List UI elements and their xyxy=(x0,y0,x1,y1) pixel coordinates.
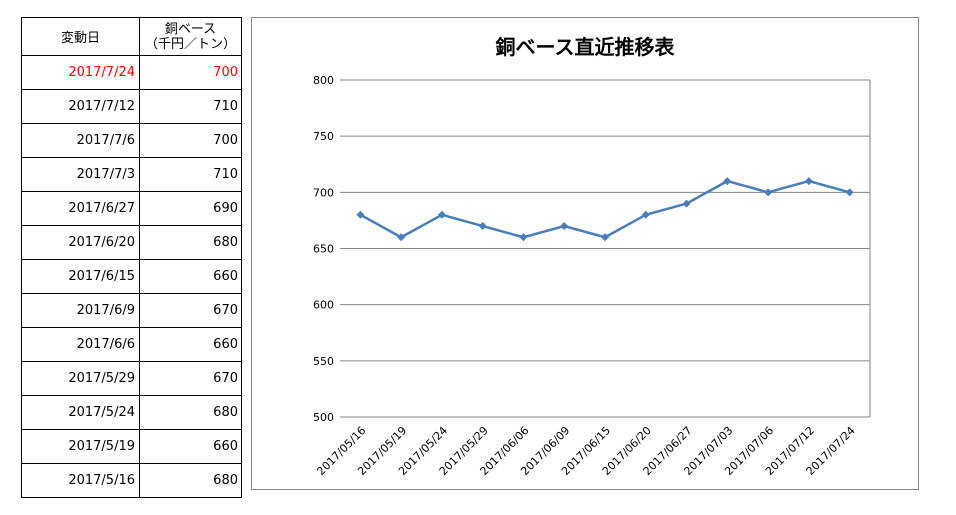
row-date: 2017/6/27 xyxy=(21,191,140,226)
row-price: 680 xyxy=(139,225,242,260)
header-price-line2: （千円／トン） xyxy=(144,36,236,52)
data-point xyxy=(519,233,528,242)
table-row: 2017/7/3 710 xyxy=(21,157,242,192)
y-tick-label: 750 xyxy=(313,130,334,143)
data-point xyxy=(764,188,773,197)
table-row: 2017/5/16 680 xyxy=(21,463,242,498)
series-line xyxy=(359,179,850,239)
table-row: 2017/7/6 700 xyxy=(21,123,242,158)
row-date: 2017/5/19 xyxy=(21,429,140,464)
table-row: 2017/5/19 660 xyxy=(21,429,242,464)
row-date: 2017/7/6 xyxy=(21,123,140,158)
row-price: 670 xyxy=(139,293,242,328)
row-price: 690 xyxy=(139,191,242,226)
y-tick-label: 800 xyxy=(313,74,334,87)
series-layer xyxy=(356,177,854,242)
data-point xyxy=(723,177,732,186)
row-date: 2017/6/6 xyxy=(21,327,140,362)
table-row: 2017/5/29 670 xyxy=(21,361,242,396)
row-date: 2017/5/16 xyxy=(21,463,140,498)
row-date: 2017/7/24 xyxy=(21,55,140,90)
row-date: 2017/6/9 xyxy=(21,293,140,328)
row-date: 2017/6/20 xyxy=(21,225,140,260)
data-point xyxy=(397,233,406,242)
gridlines xyxy=(340,79,871,418)
header-price: 銅ベース （千円／トン） xyxy=(139,17,242,56)
price-table: 変動日 銅ベース （千円／トン） 2017/7/24 700 2017/7/12 71… xyxy=(21,17,242,498)
row-price: 660 xyxy=(139,259,242,294)
data-point xyxy=(845,188,854,197)
data-point xyxy=(437,210,446,219)
row-price: 680 xyxy=(139,395,242,430)
y-tick-label: 500 xyxy=(313,411,334,424)
row-price: 680 xyxy=(139,463,242,498)
table-row: 2017/6/6 660 xyxy=(21,327,242,362)
header-price-line1: 銅ベース xyxy=(164,21,217,37)
table-row: 2017/6/27 690 xyxy=(21,191,242,226)
row-price: 700 xyxy=(139,123,242,158)
row-date: 2017/7/3 xyxy=(21,157,140,192)
row-price: 670 xyxy=(139,361,242,396)
row-price: 660 xyxy=(139,327,242,362)
row-date: 2017/5/24 xyxy=(21,395,140,430)
row-price: 710 xyxy=(139,157,242,192)
chart-svg: 銅ベース直近推移表 500 550 600 650 700 750 800 2017/05/… xyxy=(313,35,871,478)
data-point xyxy=(682,199,691,208)
table-body: 2017/7/24 700 2017/7/12 710 2017/7/6 700 2017/… xyxy=(21,55,242,498)
data-point xyxy=(601,233,609,242)
data-point xyxy=(641,210,650,219)
header-date: 変動日 xyxy=(21,17,140,56)
y-tick-label: 700 xyxy=(313,186,334,199)
y-tick-label: 650 xyxy=(313,243,334,256)
row-date: 2017/6/15 xyxy=(21,259,140,294)
data-point xyxy=(356,210,365,219)
chart-title: 銅ベース直近推移表 xyxy=(496,35,676,59)
table-header-row: 変動日 銅ベース （千円／トン） xyxy=(21,17,242,56)
data-point xyxy=(560,222,569,231)
table-row: 2017/7/24 700 xyxy=(21,55,242,90)
table-row: 2017/6/15 660 xyxy=(21,259,242,294)
x-axis-ticks: 2017/05/162017/05/192017/05/242017/05/29… xyxy=(314,424,857,478)
table-row: 2017/5/24 680 xyxy=(21,395,242,430)
y-tick-label: 600 xyxy=(313,299,334,312)
table-row: 2017/7/12 710 xyxy=(21,89,242,124)
data-point xyxy=(804,177,813,186)
y-axis-ticks: 500 550 600 650 700 750 800 xyxy=(313,74,334,424)
row-date: 2017/5/29 xyxy=(21,361,140,396)
row-price: 660 xyxy=(139,429,242,464)
row-price: 710 xyxy=(139,89,242,124)
table-row: 2017/6/9 670 xyxy=(21,293,242,328)
row-date: 2017/7/12 xyxy=(21,89,140,124)
y-tick-label: 550 xyxy=(313,355,334,368)
table-row: 2017/6/20 680 xyxy=(21,225,242,260)
line-chart: 銅ベース直近推移表 500 550 600 650 700 750 800 2017/05/… xyxy=(251,17,919,490)
row-price: 700 xyxy=(139,55,242,90)
data-point xyxy=(478,222,487,231)
